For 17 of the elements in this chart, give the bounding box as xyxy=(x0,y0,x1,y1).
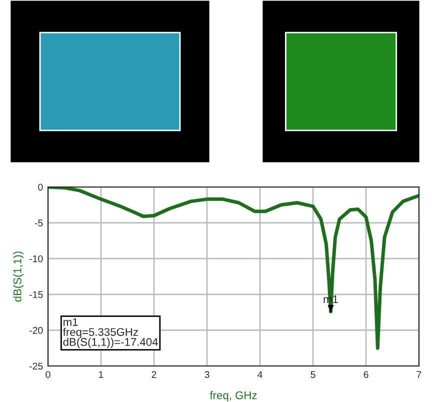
x-tick-label: 2 xyxy=(152,371,156,378)
y-axis-title: dB(S(1,1)) xyxy=(13,252,24,302)
y-tick-label: -10 xyxy=(30,255,43,262)
x-tick-label: 1 xyxy=(99,371,104,378)
x-tick-label: 6 xyxy=(364,371,368,378)
annotation: m1 freq=5.335GHz dB(S(1,1))=-17.404 xyxy=(63,318,158,348)
x-tick-label: 0 xyxy=(46,371,50,378)
y-tick-label: -5 xyxy=(34,220,43,226)
y-tick-label: -25 xyxy=(30,362,43,370)
x-tick-label: 4 xyxy=(258,371,262,378)
y-tick-label: 0 xyxy=(38,184,43,191)
x-tick-label: 7 xyxy=(416,371,422,378)
x-axis-title: freq, GHz xyxy=(210,391,257,402)
y-tick-label: -20 xyxy=(30,326,43,334)
x-tick-label: 5 xyxy=(310,371,316,378)
x-tick-label: 3 xyxy=(204,371,210,378)
y-tick-label: -15 xyxy=(30,291,43,298)
